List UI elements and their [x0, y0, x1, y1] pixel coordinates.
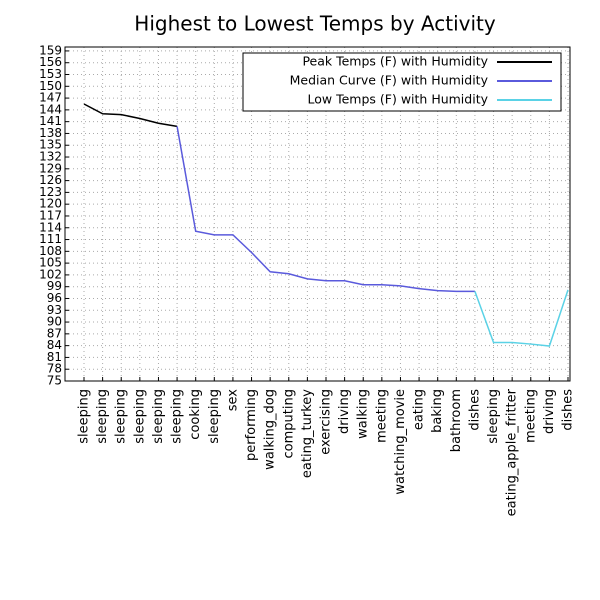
y-tick-label: 84: [47, 338, 62, 352]
x-tick-label: sleeping: [77, 389, 92, 444]
y-tick-label: 75: [47, 374, 62, 388]
legend-label: Peak Temps (F) with Humidity: [302, 54, 488, 69]
y-tick-label: 78: [47, 362, 62, 376]
x-tick-label: sleeping: [114, 389, 129, 444]
x-tick-label: computing: [281, 389, 296, 458]
y-tick-label: 105: [39, 256, 62, 270]
line-series: [176, 126, 475, 293]
x-tick-label: sleeping: [486, 389, 501, 444]
y-tick-label: 81: [47, 350, 62, 364]
y-tick-label: 153: [39, 67, 62, 81]
legend: Peak Temps (F) with Humidity Median Curve…: [242, 52, 562, 112]
y-tick-label: 141: [39, 114, 62, 128]
y-tick-label: 117: [39, 208, 62, 222]
x-tick-label: driving: [542, 389, 557, 434]
x-tick-label: dishes: [561, 389, 576, 431]
x-tick-label: performing: [244, 389, 259, 461]
x-tick-label: meeting: [523, 389, 538, 443]
y-tick-label: 159: [39, 43, 62, 57]
x-tick-label: sex: [225, 389, 240, 412]
x-tick-label: eating_turkey: [300, 389, 315, 478]
y-tick-label: 123: [39, 185, 62, 199]
plot-frame: [64, 46, 571, 382]
y-tick-label: 96: [47, 291, 62, 305]
x-tick-label: watching_movie: [393, 389, 408, 495]
x-tick-label: sleeping: [170, 389, 185, 444]
line-series: [474, 289, 569, 347]
x-tick-label: sleeping: [151, 389, 166, 444]
x-tick-label: dishes: [467, 389, 482, 431]
legend-label: Median Curve (F) with Humidity: [290, 73, 489, 88]
y-tick-label: 87: [47, 326, 62, 340]
x-tick-label: walking: [356, 389, 371, 439]
y-tick-label: 147: [39, 91, 62, 105]
legend-label: Low Temps (F) with Humidity: [308, 92, 489, 107]
y-tick-label: 129: [39, 161, 62, 175]
x-tick-label: driving: [337, 389, 352, 434]
x-tick-label: sleeping: [132, 389, 147, 444]
x-tick-label: sleeping: [207, 389, 222, 444]
y-tick-label: 114: [39, 220, 62, 234]
x-tick-label: walking_dog: [263, 389, 278, 470]
x-tick-label: eating_apple_fritter: [505, 388, 520, 516]
y-tick-label: 108: [39, 244, 62, 258]
x-tick-label: exercising: [319, 389, 334, 455]
y-tick-label: 111: [39, 232, 62, 246]
x-tick-label: meeting: [374, 389, 389, 443]
y-tick-label: 144: [39, 102, 62, 116]
y-tick-label: 126: [39, 173, 62, 187]
y-tick-label: 156: [39, 55, 62, 69]
x-tick-label: eating: [412, 389, 427, 430]
y-tick-label: 132: [39, 150, 62, 164]
y-tick-label: 138: [39, 126, 62, 140]
y-tick-label: 90: [47, 315, 62, 329]
x-tick-label: bathroom: [449, 389, 464, 452]
chart-title: Highest to Lowest Temps by Activity: [134, 12, 496, 36]
y-tick-label: 102: [39, 267, 62, 281]
y-tick-label: 150: [39, 79, 62, 93]
x-tick-label: cooking: [188, 389, 203, 440]
y-tick-label: 93: [47, 303, 62, 317]
line-series: [83, 103, 178, 128]
y-tick-label: 135: [39, 138, 62, 152]
y-tick-label: 120: [39, 197, 62, 211]
y-tick-label: 99: [47, 279, 62, 293]
x-tick-label: sleeping: [95, 389, 110, 444]
x-tick-label: baking: [430, 389, 445, 433]
